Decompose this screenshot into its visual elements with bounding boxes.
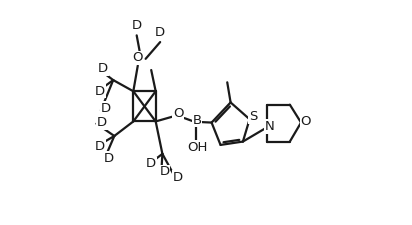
- Text: O: O: [173, 107, 183, 120]
- Text: D: D: [131, 19, 142, 32]
- Text: OH: OH: [187, 141, 207, 154]
- Text: D: D: [97, 116, 107, 129]
- Text: O: O: [300, 115, 311, 128]
- Text: S: S: [249, 110, 257, 123]
- Text: D: D: [100, 101, 110, 115]
- Text: D: D: [95, 140, 105, 153]
- Text: N: N: [265, 120, 275, 133]
- Text: D: D: [146, 158, 156, 170]
- Text: D: D: [159, 165, 170, 178]
- Text: D: D: [98, 62, 108, 75]
- Text: D: D: [155, 25, 165, 38]
- Text: D: D: [173, 171, 183, 184]
- Text: O: O: [133, 51, 143, 64]
- Text: D: D: [104, 152, 114, 165]
- Text: D: D: [95, 85, 105, 98]
- Text: B: B: [192, 114, 201, 127]
